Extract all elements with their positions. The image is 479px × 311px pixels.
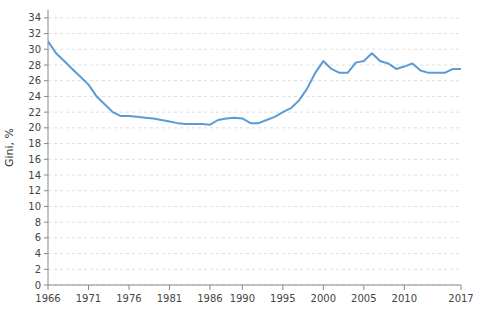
y-tick-label: 22: [28, 107, 41, 118]
chart: 0246810121416182022242628303234196619711…: [0, 0, 479, 311]
y-tick: [44, 143, 48, 144]
y-tick-label: 24: [28, 91, 41, 102]
y-tick-label: 0: [35, 280, 41, 291]
x-tick-label: 1981: [157, 293, 182, 304]
x-tick: [363, 285, 364, 290]
y-tick: [44, 237, 48, 238]
y-tick: [44, 49, 48, 50]
x-tick-label: 1966: [35, 293, 60, 304]
x-tick: [404, 285, 405, 290]
y-tick: [44, 96, 48, 97]
x-tick-label: 1990: [230, 293, 255, 304]
x-tick: [242, 285, 243, 290]
grid-line: [48, 253, 461, 254]
grid: [48, 18, 461, 285]
grid-line: [48, 80, 461, 81]
y-tick-label: 20: [28, 122, 41, 133]
x-axis-line: [48, 285, 461, 286]
y-axis-line: [48, 10, 49, 285]
grid-line: [48, 96, 461, 97]
y-axis-label: Gini, %: [3, 128, 16, 167]
y-tick: [44, 127, 48, 128]
y-tick-label: 30: [28, 44, 41, 55]
x-tick-label: 2017: [448, 293, 473, 304]
y-tick: [44, 253, 48, 254]
x-tick-label: 2000: [311, 293, 336, 304]
x-tick-label: 1995: [270, 293, 295, 304]
x-tick: [128, 285, 129, 290]
x-tick: [461, 285, 462, 290]
y-tick: [44, 190, 48, 191]
x-tick-label: 1976: [116, 293, 141, 304]
x-tick-label: 1971: [76, 293, 101, 304]
data-line: [48, 41, 461, 124]
grid-line: [48, 159, 461, 160]
y-tick-label: 6: [35, 232, 41, 243]
y-tick: [44, 80, 48, 81]
grid-line: [48, 65, 461, 66]
x-tick: [169, 285, 170, 290]
y-tick: [44, 206, 48, 207]
grid-line: [48, 285, 461, 286]
x-tick-label: 2010: [392, 293, 417, 304]
grid-line: [48, 33, 461, 34]
y-tick: [44, 159, 48, 160]
x-tick-label: 2005: [351, 293, 376, 304]
grid-line: [48, 127, 461, 128]
y-tick: [44, 175, 48, 176]
grid-line: [48, 190, 461, 191]
grid-line: [48, 237, 461, 238]
grid-line: [48, 269, 461, 270]
axes: 0246810121416182022242628303234196619711…: [28, 10, 473, 304]
x-tick: [48, 285, 49, 290]
x-tick: [209, 285, 210, 290]
y-tick: [44, 112, 48, 113]
y-tick: [44, 222, 48, 223]
y-tick: [44, 269, 48, 270]
x-tick: [323, 285, 324, 290]
y-tick-label: 2: [35, 264, 41, 275]
y-tick: [44, 17, 48, 18]
grid-line: [48, 206, 461, 207]
grid-line: [48, 222, 461, 223]
grid-line: [48, 17, 461, 18]
y-tick-label: 28: [28, 60, 41, 71]
plot-area: [48, 41, 461, 124]
x-tick: [88, 285, 89, 290]
y-tick-label: 12: [28, 185, 41, 196]
x-tick-label: 1986: [197, 293, 222, 304]
y-tick-label: 8: [35, 217, 41, 228]
grid-line: [48, 49, 461, 50]
grid-line: [48, 143, 461, 144]
y-tick: [44, 285, 48, 286]
x-tick: [282, 285, 283, 290]
grid-line: [48, 112, 461, 113]
y-tick-label: 34: [28, 12, 41, 23]
grid-line: [48, 175, 461, 176]
y-tick-label: 26: [28, 75, 41, 86]
y-tick-label: 4: [35, 248, 41, 259]
y-tick-label: 10: [28, 201, 41, 212]
y-tick-label: 32: [28, 28, 41, 39]
y-tick-label: 14: [28, 170, 41, 181]
y-tick-label: 16: [28, 154, 41, 165]
y-tick: [44, 33, 48, 34]
y-tick: [44, 65, 48, 66]
y-tick-label: 18: [28, 138, 41, 149]
